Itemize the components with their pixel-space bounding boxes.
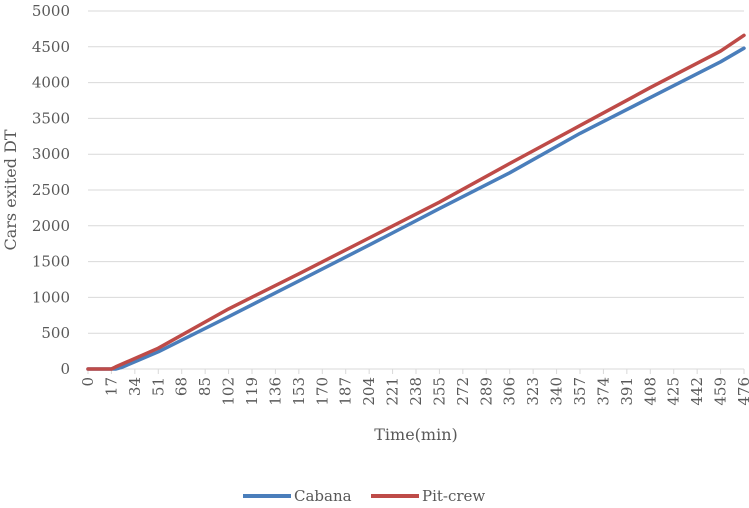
x-tick-label: 289 xyxy=(477,377,495,406)
x-tick-label: 34 xyxy=(126,377,144,396)
x-tick-label: 221 xyxy=(384,377,402,406)
x-tick-label: 170 xyxy=(313,377,331,406)
x-tick-label: 272 xyxy=(454,377,472,406)
x-tick-label: 85 xyxy=(196,377,214,396)
y-tick-label: 3000 xyxy=(32,145,70,163)
y-tick-label: 3500 xyxy=(32,109,70,127)
x-tick-label: 136 xyxy=(266,377,284,406)
y-tick-label: 4500 xyxy=(32,38,70,56)
x-tick-label: 0 xyxy=(79,377,97,387)
x-tick-label: 102 xyxy=(220,377,238,406)
x-tick-label: 476 xyxy=(735,377,749,406)
x-tick-label: 153 xyxy=(290,377,308,406)
legend: Cabana Pit-crew xyxy=(243,487,485,505)
x-tick-label: 187 xyxy=(337,377,355,406)
legend-label-pit-crew: Pit-crew xyxy=(422,487,485,505)
x-tick-label: 357 xyxy=(571,377,589,406)
series-lines xyxy=(86,33,746,371)
x-tick-label: 119 xyxy=(243,377,261,406)
x-tick-label: 391 xyxy=(618,377,636,406)
y-axis-title: Cars exited DT xyxy=(1,129,20,250)
x-tick-label: 306 xyxy=(501,377,519,406)
gridlines xyxy=(88,10,744,370)
x-tick-label: 323 xyxy=(524,377,542,406)
x-tick-label: 374 xyxy=(594,377,612,406)
legend-label-cabana: Cabana xyxy=(294,487,352,505)
series-line-pit-crew xyxy=(86,33,746,371)
y-tick-label: 0 xyxy=(60,360,70,378)
y-tick-label: 4000 xyxy=(32,74,70,92)
y-tick-label: 2000 xyxy=(32,217,70,235)
x-tick-label: 442 xyxy=(688,377,706,406)
x-tick-label: 238 xyxy=(407,377,425,406)
y-tick-label: 1500 xyxy=(32,253,70,271)
y-axis-ticks: 0 500 1000 1500 2000 2500 3000 3500 4000 4500 5000 xyxy=(32,2,70,378)
x-axis-title: Time(min) xyxy=(374,425,458,444)
x-tick-label: 51 xyxy=(149,377,167,396)
x-tick-label: 425 xyxy=(665,377,683,406)
x-axis-ticks: 0 17 34 51 68 85 102 119 136 153 170 187 204 221 238 25… xyxy=(79,369,749,406)
x-tick-label: 408 xyxy=(641,377,659,406)
x-tick-label: 17 xyxy=(102,377,120,396)
y-tick-label: 500 xyxy=(41,324,70,342)
y-tick-label: 5000 xyxy=(32,2,70,20)
x-tick-label: 68 xyxy=(173,377,191,396)
x-tick-label: 255 xyxy=(430,377,448,406)
x-tick-label: 459 xyxy=(712,377,730,406)
series-line-cabana xyxy=(86,46,746,371)
y-tick-label: 1000 xyxy=(32,288,70,306)
x-tick-label: 340 xyxy=(548,377,566,406)
x-tick-label: 204 xyxy=(360,377,378,406)
y-tick-label: 2500 xyxy=(32,181,70,199)
